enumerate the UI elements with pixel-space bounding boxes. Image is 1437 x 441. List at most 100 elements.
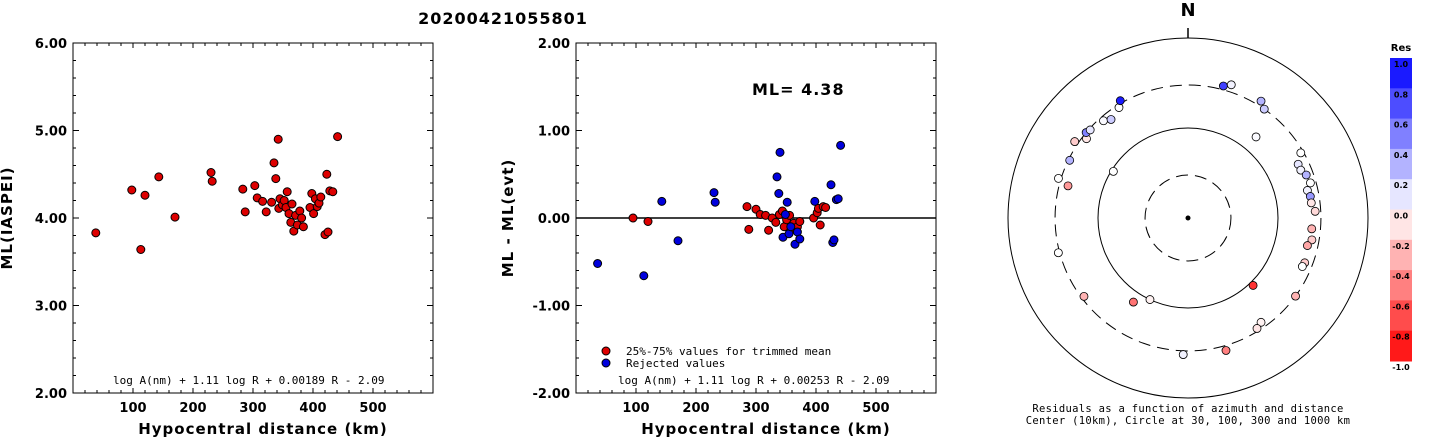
data-point — [780, 210, 790, 219]
data-point — [775, 147, 785, 157]
y-tick-label: 4.00 — [35, 212, 67, 227]
x-axis-label: Hypocentral distance (km) — [138, 420, 388, 438]
colorbar-cell — [1390, 239, 1412, 271]
y-tick-label: 5.00 — [35, 125, 67, 140]
data-point — [836, 140, 846, 150]
y-axis-label: ML(IASPEI) — [0, 166, 16, 269]
distance-ring — [1054, 84, 1322, 352]
station-residual-point — [1296, 148, 1306, 158]
data-point — [127, 185, 137, 195]
data-point — [774, 189, 784, 198]
panel-ml-residual: 100 200 300 400 500 -2.00 -1.00 0.00 1.00 2.00 Hyp… — [499, 37, 937, 438]
caption-line-1: Residuals as a function of azimuth and d… — [1032, 403, 1343, 415]
data-point — [639, 271, 649, 281]
x-tick-label: 200 — [179, 401, 206, 416]
legend-marker — [601, 358, 611, 368]
colorbar-tick-label: 0.4 — [1394, 151, 1409, 160]
data-point — [136, 245, 146, 254]
x-tick-label: 300 — [742, 401, 769, 416]
x-tick-label: 200 — [682, 401, 709, 416]
station-residual-point — [1063, 181, 1073, 191]
station-residual-point — [1065, 155, 1075, 165]
colorbar: Res 1.0 0.8 0.6 0.4 0.2 0.0 -0.2 -0.4 -0.6 -0.8 -1.… — [1390, 43, 1412, 372]
colorbar-cell — [1390, 209, 1412, 241]
y-tick-label: 1.00 — [538, 125, 570, 140]
data-point — [170, 212, 180, 222]
y-tick-label: -2.00 — [533, 387, 570, 402]
station-residual-point — [1297, 262, 1307, 271]
formula-label: log A(nm) + 1.11 log R + 0.00253 R - 2.0… — [618, 374, 890, 387]
station-residual-point — [1303, 241, 1312, 250]
colorbar-cell — [1390, 330, 1412, 362]
data-point — [593, 259, 603, 268]
station-residual-point — [1128, 297, 1138, 307]
data-point — [795, 234, 805, 244]
data-point — [333, 132, 343, 142]
data-point — [833, 194, 843, 204]
data-point — [322, 169, 332, 179]
station-residual-point — [1306, 198, 1316, 208]
station-residual-point — [1306, 178, 1315, 188]
legend-label: 25%-75% values for trimmed mean — [626, 345, 831, 358]
data-point — [206, 168, 216, 177]
station-residual-point — [1221, 346, 1231, 355]
data-point — [709, 188, 719, 198]
station-residual-point — [1070, 137, 1080, 146]
station-residual-point — [1053, 248, 1063, 258]
data-point — [643, 217, 653, 226]
y-tick-label: -1.00 — [533, 300, 570, 315]
data-point — [673, 236, 683, 246]
station-residual-point — [1301, 170, 1311, 180]
colorbar-cell — [1390, 300, 1412, 332]
colorbar-title: Res — [1391, 43, 1411, 54]
x-tick-label: 300 — [239, 401, 266, 416]
data-point — [657, 196, 667, 206]
data-point — [316, 192, 326, 202]
colorbar-tick-label: -0.4 — [1392, 272, 1410, 281]
data-point — [267, 197, 277, 207]
colorbar-tick-label: 0.0 — [1394, 212, 1409, 221]
distance-ring — [1007, 37, 1369, 399]
y-tick-label: 0.00 — [538, 212, 570, 227]
data-point — [782, 197, 792, 207]
colorbar-tick-label: 0.2 — [1394, 181, 1408, 190]
y-tick-label: 6.00 — [35, 37, 67, 52]
x-tick-label: 100 — [119, 401, 146, 416]
data-point — [764, 225, 774, 235]
station-residual-point — [1178, 350, 1188, 359]
station-residual-point — [1145, 295, 1155, 304]
station-residual-point — [1251, 132, 1261, 142]
station-residual-point — [1310, 206, 1320, 216]
panel-ml-iaspei: 100 200 300 400 500 2.00 3.00 4.00 5.00 6.00 Hypoc… — [0, 37, 434, 438]
y-tick-label: 2.00 — [538, 37, 570, 52]
colorbar-cell — [1390, 148, 1412, 180]
x-tick-label: 500 — [359, 401, 386, 416]
data-point — [795, 217, 805, 226]
station-residual-point — [1256, 317, 1266, 327]
data-point — [258, 196, 268, 206]
station-residual-point — [1218, 81, 1228, 91]
data-point — [207, 176, 217, 186]
data-point — [269, 158, 279, 168]
data-point — [261, 207, 271, 217]
data-point — [271, 174, 281, 184]
data-point — [297, 213, 307, 223]
station-residual-point — [1099, 116, 1108, 126]
station-residual-point — [1115, 96, 1125, 106]
data-point — [323, 227, 333, 237]
data-point — [238, 184, 248, 194]
x-tick-label: 500 — [862, 401, 889, 416]
data-point — [154, 172, 164, 182]
data-point — [273, 134, 283, 144]
data-point — [815, 220, 825, 230]
north-label: N — [1180, 0, 1195, 21]
colorbar-cell — [1390, 118, 1412, 150]
data-point — [309, 209, 319, 219]
data-point — [742, 202, 752, 212]
station-residual-point — [1256, 96, 1266, 106]
data-point — [282, 187, 292, 197]
data-point — [140, 190, 150, 200]
data-point — [240, 207, 250, 217]
colorbar-tick-label: -0.8 — [1392, 333, 1410, 342]
